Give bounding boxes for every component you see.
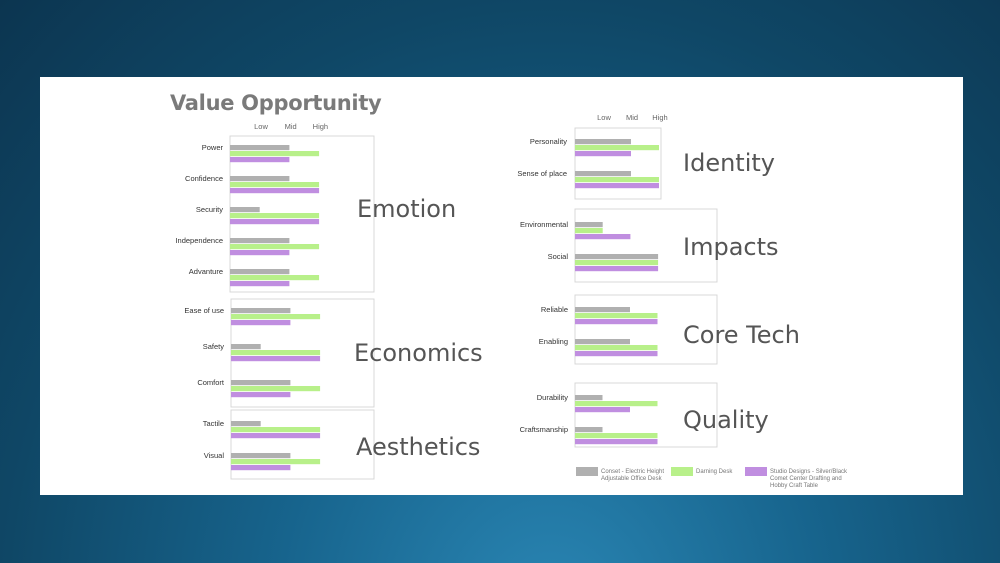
bar-confidence-purple [230,188,320,194]
legend-swatch-grey [576,467,598,476]
bar-advanture-green [230,275,320,281]
legend-label-purple: Comet Center Drafting and [770,476,842,482]
bar-sense-of-place-grey [575,171,631,177]
bar-enabling-purple [575,351,658,357]
row-label-advanture: Advanture [189,267,223,276]
bar-reliable-green [575,313,658,319]
bar-durability-green [575,401,658,407]
bar-comfort-green [231,386,321,392]
scale-label-low: Low [254,122,268,131]
bar-power-grey [230,145,290,151]
row-label-independence: Independence [175,236,223,245]
legend-label-green: Darning Desk [696,469,733,475]
legend-swatch-purple [745,467,767,476]
bar-personality-green [575,145,659,151]
legend-label-purple: Hobby Craft Table [770,483,819,489]
bar-independence-grey [230,238,290,244]
bar-durability-grey [575,395,603,401]
bar-environmental-grey [575,222,603,228]
scale-label-high: High [652,113,667,122]
bar-social-purple [575,266,659,272]
scale-label-mid: Mid [626,113,638,122]
row-label-confidence: Confidence [185,174,223,183]
bar-sense-of-place-green [575,177,659,183]
row-label-social: Social [548,252,569,261]
row-label-durability: Durability [537,393,569,402]
bar-advanture-grey [230,269,290,275]
bar-ease-of-use-purple [231,320,291,326]
bar-sense-of-place-purple [575,183,659,189]
bar-safety-green [231,350,321,356]
row-label-reliable: Reliable [541,305,568,314]
category-label-core-tech: Core Tech [683,321,800,349]
row-label-craftsmanship: Craftsmanship [520,425,568,434]
bar-security-green [230,213,320,219]
bar-durability-purple [575,407,630,413]
row-label-enabling: Enabling [539,337,568,346]
bar-reliable-purple [575,319,658,325]
row-label-power: Power [202,143,224,152]
bar-enabling-grey [575,339,630,345]
bar-social-grey [575,254,659,260]
bar-environmental-green [575,228,603,234]
bar-safety-grey [231,344,261,350]
bar-craftsmanship-grey [575,427,603,433]
bar-visual-green [231,459,321,465]
legend-swatch-green [671,467,693,476]
row-label-sense-of-place: Sense of place [517,169,567,178]
row-label-security: Security [196,205,223,214]
bar-ease-of-use-green [231,314,321,320]
bar-comfort-purple [231,392,291,398]
bar-security-grey [230,207,260,213]
legend-label-grey: Conset - Electric Height [601,469,664,475]
bar-visual-purple [231,465,291,471]
category-label-aesthetics: Aesthetics [356,433,480,461]
value-opportunity-chart: Low Mid High Low Mid High Power Confidence Secur… [175,113,848,489]
bar-visual-grey [231,453,291,459]
panel-identity [574,127,662,200]
bar-confidence-green [230,182,320,188]
bar-security-purple [230,219,320,225]
bar-tactile-grey [231,421,261,427]
bar-independence-green [230,244,320,250]
category-label-quality: Quality [683,406,769,434]
bar-comfort-grey [231,380,291,386]
bar-craftsmanship-purple [575,439,658,445]
bar-enabling-green [575,345,658,351]
bar-independence-purple [230,250,290,256]
bar-reliable-grey [575,307,630,313]
row-label-environmental: Environmental [520,220,568,229]
category-label-impacts: Impacts [683,233,779,261]
bar-personality-purple [575,151,631,157]
legend-label-purple: Studio Designs - Silver/Black [770,469,848,475]
bar-social-green [575,260,659,266]
scale-label-mid: Mid [285,122,297,131]
category-label-economics: Economics [354,339,483,367]
bar-confidence-grey [230,176,290,182]
bar-personality-grey [575,139,631,145]
slide: Value Opportunity Low Mid High Low Mid High Po… [40,77,963,495]
bar-power-green [230,151,320,157]
bar-ease-of-use-grey [231,308,291,314]
chart-title: Value Opportunity [170,91,382,115]
row-label-personality: Personality [530,137,567,146]
bar-environmental-purple [575,234,631,240]
row-label-tactile: Tactile [203,419,224,428]
scale-label-high: High [313,122,328,131]
row-label-ease-of-use: Ease of use [184,306,224,315]
row-label-safety: Safety [203,342,225,351]
category-label-emotion: Emotion [357,195,456,223]
scale-label-low: Low [597,113,611,122]
legend-label-grey: Adjustable Office Desk [601,476,663,482]
bar-tactile-green [231,427,321,433]
bar-tactile-purple [231,433,321,439]
bar-craftsmanship-green [575,433,658,439]
bar-safety-purple [231,356,321,362]
row-label-comfort: Comfort [197,378,225,387]
bar-advanture-purple [230,281,290,287]
bar-power-purple [230,157,290,163]
category-label-identity: Identity [683,149,775,177]
row-label-visual: Visual [204,451,225,460]
